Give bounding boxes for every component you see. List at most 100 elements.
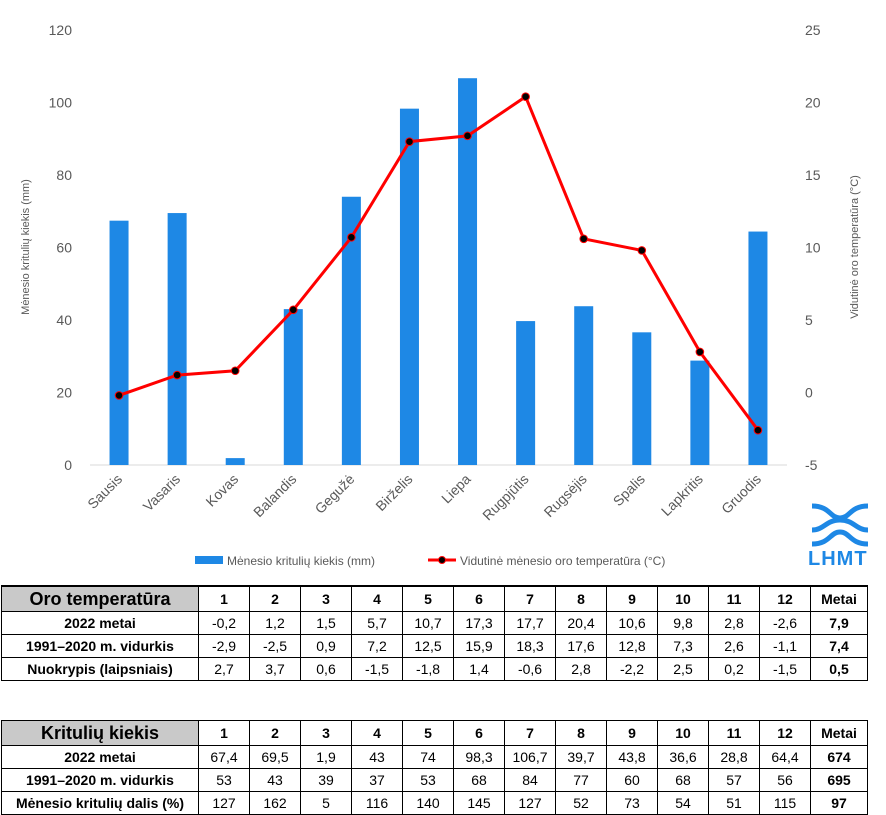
column-header: 3 — [300, 720, 352, 746]
table-cell: -1,8 — [402, 657, 454, 681]
column-header: 2 — [249, 585, 301, 612]
table-cell: -2,5 — [249, 634, 301, 658]
column-header: 8 — [555, 720, 607, 746]
table-cell: 127 — [504, 791, 556, 815]
x-tick-label: Sausis — [84, 471, 125, 512]
column-header: Metai — [810, 720, 868, 746]
column-header: 9 — [606, 585, 658, 612]
table-cell: 127 — [198, 791, 250, 815]
year-total-cell: 7,9 — [810, 611, 868, 635]
column-header: 5 — [402, 720, 454, 746]
table-cell: 39 — [300, 768, 352, 792]
table-cell: -0,6 — [504, 657, 556, 681]
legend-line-label: Vidutinė mėnesio oro temperatūra (°C) — [460, 554, 665, 568]
table-cell: 52 — [555, 791, 607, 815]
temperature-line — [118, 94, 760, 432]
y-right-tick: 10 — [805, 240, 821, 256]
x-tick-label: Balandis — [250, 471, 299, 520]
table-cell: 12,8 — [606, 634, 658, 658]
column-header: 6 — [453, 585, 505, 612]
temperature-point — [463, 131, 472, 141]
x-tick-label: Vasaris — [140, 471, 184, 515]
table-cell: 15,9 — [453, 634, 505, 658]
precip-bar — [225, 458, 245, 465]
table-cell: 56 — [759, 768, 811, 792]
table-cell: 145 — [453, 791, 505, 815]
column-header: 4 — [351, 720, 403, 746]
temperature-point — [753, 425, 763, 435]
table-cell: 57 — [708, 768, 760, 792]
y-right-tick: 5 — [805, 312, 813, 328]
table-cell: -0,2 — [198, 611, 250, 635]
table-cell: -1,5 — [351, 657, 403, 681]
row-label: Mėnesio kritulių dalis (%) — [1, 791, 199, 815]
table-cell: 7,2 — [351, 634, 403, 658]
y-left-tick: 80 — [56, 167, 72, 183]
temperature-point — [637, 246, 647, 255]
column-header: 2 — [249, 720, 301, 746]
lhmt-logo-text: LHMT — [808, 548, 868, 570]
column-header: 6 — [453, 720, 505, 746]
precip-bar — [690, 360, 710, 465]
x-tick-label: Kovas — [202, 471, 241, 510]
chart: 0 20 40 60 80 100 120 -5 0 5 10 15 20 25 Sausis Vasar… — [20, 22, 861, 568]
temperature-table: Oro temperatūra 1 2 3 4 5 6 7 8 9 10 11 12 Metai 2022 … — [1, 585, 868, 681]
precipitation-table: Kritulių kiekis 1 2 3 4 5 6 7 8 9 10 11 12 Metai 2022 … — [1, 720, 868, 815]
table-row: 1991–2020 m. vidurkis 53 43 39 37 53 68 84 77 60 6… — [1, 768, 868, 792]
table-cell: 5,7 — [351, 611, 403, 635]
x-tick-label: Spalis — [610, 471, 648, 509]
table-cell: 68 — [657, 768, 709, 792]
x-tick-label: Birželis — [372, 471, 415, 514]
temperature-point — [405, 137, 414, 146]
table-cell: 1,2 — [249, 611, 301, 635]
year-total-cell: 97 — [810, 791, 868, 815]
y-right-tick: 15 — [805, 167, 821, 183]
precip-bar — [283, 309, 303, 465]
column-header: 10 — [657, 720, 709, 746]
table-cell: 20,4 — [555, 611, 607, 635]
x-tick-label: Gruodis — [718, 471, 764, 517]
column-header: 11 — [708, 720, 760, 746]
x-tick-label: Rugsėjis — [541, 471, 590, 520]
table-cell: 64,4 — [759, 745, 811, 769]
table-cell: 1,4 — [453, 657, 505, 681]
table-cell: 10,7 — [402, 611, 454, 635]
table-cell: -2,2 — [606, 657, 658, 681]
y-left-tick: 40 — [56, 312, 72, 328]
table-cell: -1,1 — [759, 634, 811, 658]
y-right-tick: 25 — [805, 22, 821, 38]
table-row: Mėnesio kritulių dalis (%) 127 162 5 116 140 1… — [1, 791, 868, 815]
table-cell: 0,9 — [300, 634, 352, 658]
y-left-tick: 20 — [56, 385, 72, 401]
legend-line-marker — [438, 556, 446, 564]
precip-bar — [748, 231, 768, 465]
table-cell: 84 — [504, 768, 556, 792]
y-left-tick: 120 — [49, 22, 73, 38]
x-tick-label: Lapkritis — [658, 471, 706, 519]
x-tick-label: Rugpjūtis — [479, 471, 532, 524]
precip-bar — [167, 213, 187, 465]
column-header: 8 — [555, 585, 607, 612]
temperature-point — [347, 233, 356, 242]
precip-bar — [574, 306, 594, 465]
table-cell: 2,5 — [657, 657, 709, 681]
table-cell: 1,9 — [300, 745, 352, 769]
table-cell: 18,3 — [504, 634, 556, 658]
table-cell: 2,6 — [708, 634, 760, 658]
column-header: 1 — [198, 585, 250, 612]
column-header: 7 — [504, 720, 556, 746]
table-cell: 162 — [249, 791, 301, 815]
temperature-point — [114, 391, 124, 400]
year-total-cell: 0,5 — [810, 657, 868, 681]
year-total-cell: 695 — [810, 768, 868, 792]
table-cell: 3,7 — [249, 657, 301, 681]
column-header: 11 — [708, 585, 760, 612]
precip-bar — [458, 78, 478, 466]
year-total-cell: 674 — [810, 745, 868, 769]
y-left-axis-title: Mėnesio kritulių kiekis (mm) — [20, 179, 32, 315]
table-cell: 140 — [402, 791, 454, 815]
table-cell: 2,8 — [708, 611, 760, 635]
column-header: 12 — [759, 720, 811, 746]
table-cell: 54 — [657, 791, 709, 815]
precip-bar — [632, 332, 652, 465]
